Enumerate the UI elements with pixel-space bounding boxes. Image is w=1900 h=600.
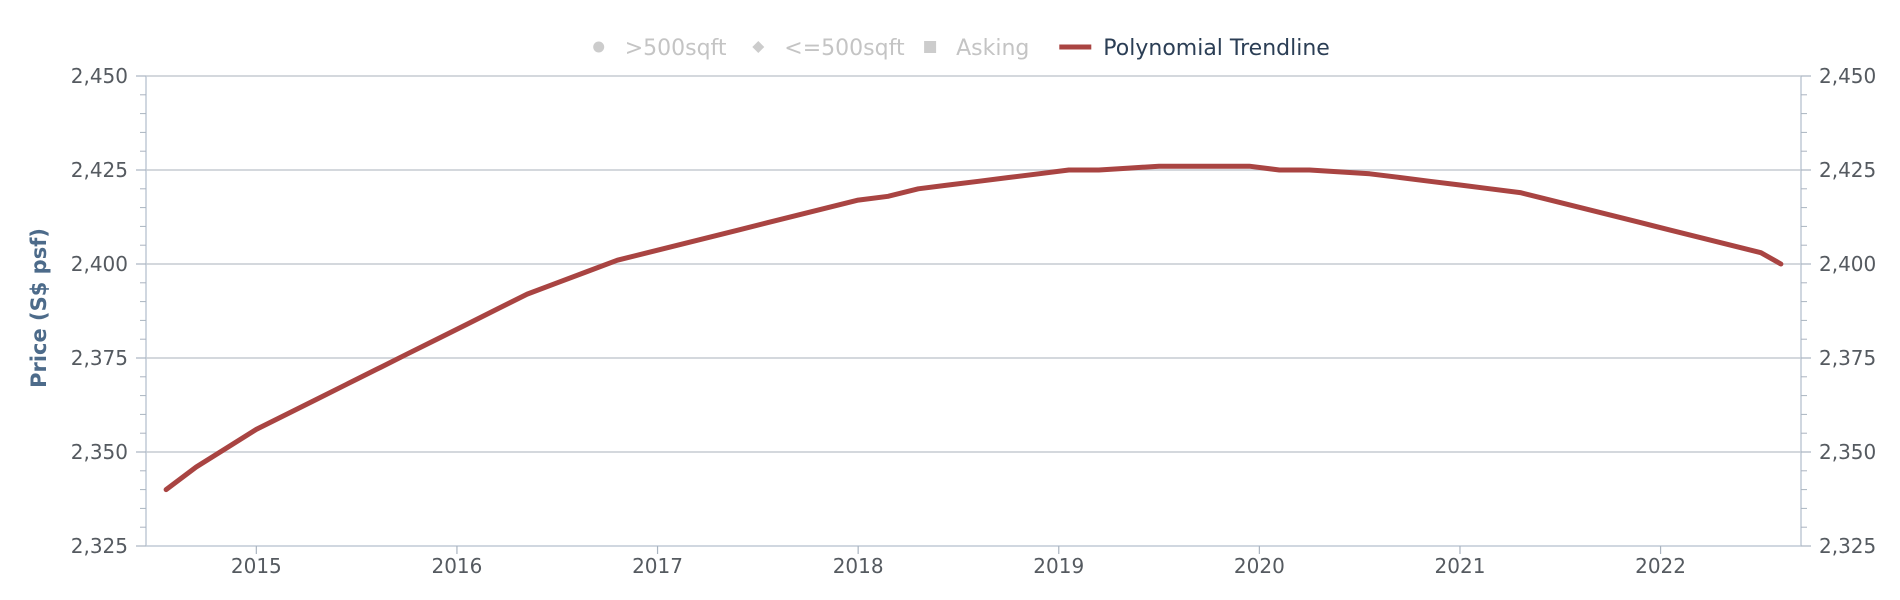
y-tick-label-right: 2,425 <box>1819 158 1876 182</box>
grid <box>146 75 1801 453</box>
x-tick-label: 2017 <box>632 554 683 578</box>
series-line-polynomial-trendline <box>163 163 1784 493</box>
legend-label: >500sqft <box>625 36 727 61</box>
x-tick-label: 2015 <box>231 554 282 578</box>
y-tick-label-left: 2,450 <box>71 64 128 88</box>
y-tick-label-left: 2,400 <box>71 252 128 276</box>
y-tick-label-right: 2,450 <box>1819 64 1876 88</box>
y-tick-label-right: 2,400 <box>1819 252 1876 276</box>
x-tick-label: 2021 <box>1435 554 1486 578</box>
legend-label: Polynomial Trendline <box>1103 36 1330 61</box>
legend-marker-square <box>924 41 937 53</box>
x-tick-label: 2022 <box>1635 554 1686 578</box>
y-tick-label-right: 2,350 <box>1819 440 1876 464</box>
legend-item[interactable]: Polynomial Trendline <box>1059 36 1330 61</box>
y-tick-label-left: 2,375 <box>71 346 128 370</box>
y-tick-label-left: 2,350 <box>71 440 128 464</box>
y-tick-label-left: 2,325 <box>71 534 128 558</box>
x-tick-label: 2018 <box>833 554 884 578</box>
y-tick-label-right: 2,325 <box>1819 534 1876 558</box>
legend-marker-circle <box>593 41 605 53</box>
legend: >500sqft <=500sqft Asking Polynomial Trendl… <box>593 36 1330 61</box>
series-layer <box>163 163 1784 493</box>
legend-label: Asking <box>956 36 1029 61</box>
legend-item[interactable]: Asking <box>924 36 1029 61</box>
x-tick-label: 2016 <box>431 554 482 578</box>
y-axis-title: Price (S$ psf) <box>27 228 51 388</box>
x-tick-label: 2020 <box>1234 554 1285 578</box>
axes: 2,325 2,325 2,350 2,350 2,375 2,375 2,400 2,400… <box>71 64 1877 578</box>
y-tick-label-right: 2,375 <box>1819 346 1876 370</box>
legend-label: <=500sqft <box>784 36 905 61</box>
legend-marker-diamond <box>752 41 765 53</box>
legend-item[interactable]: >500sqft <box>593 36 727 61</box>
x-tick-label: 2019 <box>1033 554 1084 578</box>
y-tick-label-left: 2,425 <box>71 158 128 182</box>
legend-item[interactable]: <=500sqft <box>752 36 905 61</box>
